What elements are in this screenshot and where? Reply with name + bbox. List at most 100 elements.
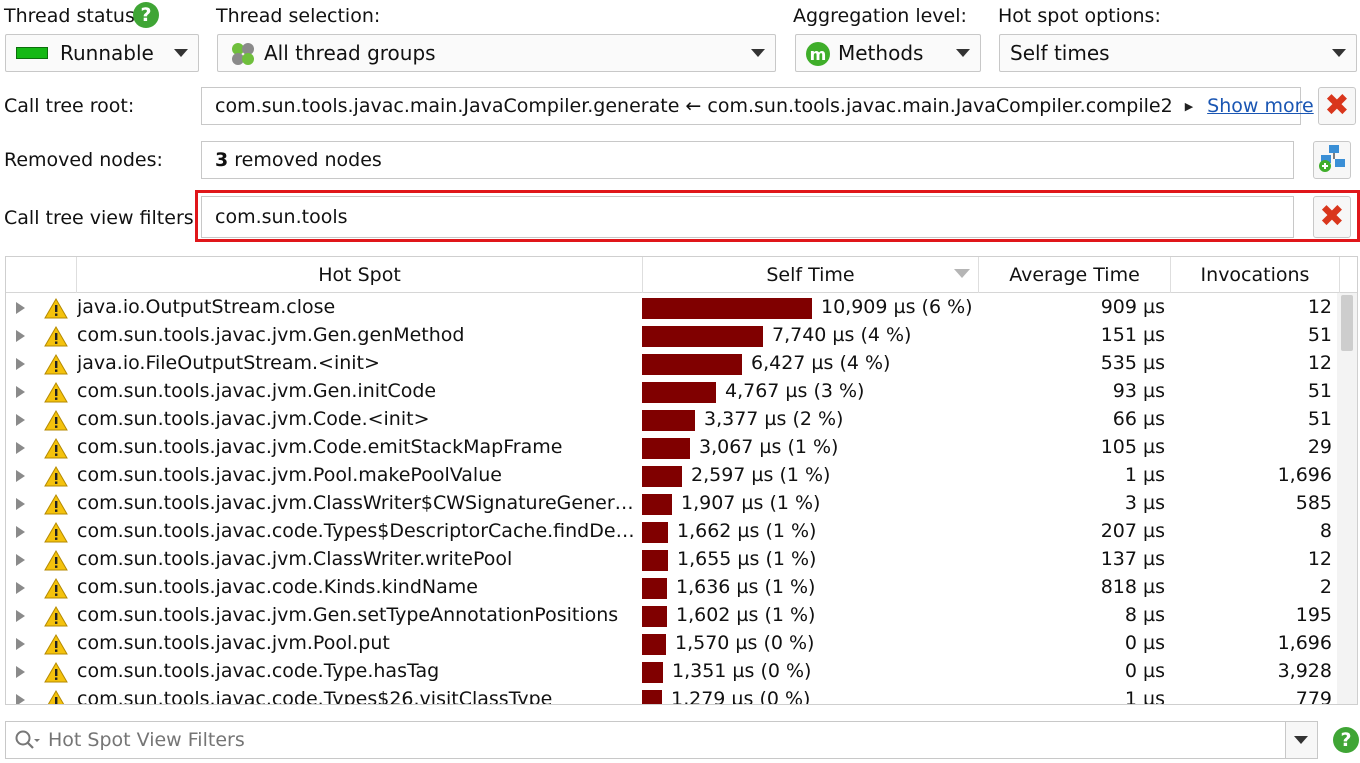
col-self-time-label: Self Time [766, 264, 855, 286]
triangle-right-icon: ▶ [1184, 99, 1194, 113]
expand-arrow-icon[interactable] [16, 666, 25, 678]
expand-arrow-icon[interactable] [16, 694, 25, 704]
average-time-value: 535 µs [1100, 352, 1165, 374]
hotspot-name: com.sun.tools.javac.jvm.Gen.genMethod [77, 324, 465, 346]
clear-view-filters-button[interactable]: ✖ [1313, 196, 1351, 238]
removed-nodes-field: 3 removed nodes [201, 141, 1294, 179]
expand-arrow-icon[interactable] [16, 386, 25, 398]
col-hot-spot[interactable]: Hot Spot [76, 257, 642, 293]
edit-removed-nodes-button[interactable] [1313, 141, 1351, 179]
warning-icon [44, 634, 68, 660]
col-average-time[interactable]: Average Time [978, 257, 1170, 293]
self-time-value: 1,907 µs (1 %) [681, 492, 821, 514]
hotspot-name: java.io.OutputStream.close [77, 296, 336, 318]
table-row[interactable]: com.sun.tools.javac.jvm.Code.emitStackMa… [6, 434, 1339, 462]
invocations-value: 585 [1295, 492, 1332, 514]
average-time-value: 909 µs [1100, 296, 1165, 318]
expand-arrow-icon[interactable] [16, 554, 25, 566]
invocations-value: 12 [1307, 548, 1332, 570]
removed-nodes-text: removed nodes [234, 149, 382, 171]
average-time-value: 105 µs [1100, 436, 1165, 458]
chevron-down-icon [956, 49, 970, 57]
average-time-value: 3 µs [1124, 492, 1165, 514]
header-spacer [1339, 257, 1357, 293]
filter-help-icon[interactable]: ? [1333, 727, 1359, 753]
hotspot-name: com.sun.tools.javac.code.Type.hasTag [77, 660, 440, 682]
self-time-value: 3,067 µs (1 %) [699, 436, 839, 458]
table-row[interactable]: com.sun.tools.javac.jvm.Pool.makePoolVal… [6, 462, 1339, 490]
hotspot-options-dropdown[interactable]: Self times [999, 34, 1357, 72]
expand-arrow-icon[interactable] [16, 358, 25, 370]
self-time-value: 10,909 µs (6 %) [821, 296, 973, 318]
average-time-value: 207 µs [1100, 520, 1165, 542]
invocations-value: 12 [1307, 296, 1332, 318]
warning-icon [44, 438, 68, 464]
warning-icon [44, 466, 68, 492]
vertical-scrollbar[interactable] [1337, 293, 1357, 704]
table-row[interactable]: com.sun.tools.javac.jvm.Gen.setTypeAnnot… [6, 602, 1339, 630]
table-row[interactable]: com.sun.tools.javac.jvm.Pool.put 1,570 µs… [6, 630, 1339, 658]
table-row[interactable]: com.sun.tools.javac.code.Kinds.kindName 1… [6, 574, 1339, 602]
hotspot-name: com.sun.tools.javac.jvm.Code.<init> [77, 408, 430, 430]
add-removed-nodes-icon [1317, 143, 1347, 178]
expand-arrow-icon[interactable] [16, 638, 25, 650]
thread-selection-dropdown[interactable]: All thread groups [217, 34, 776, 72]
expand-arrow-icon[interactable] [16, 442, 25, 454]
table-row[interactable]: com.sun.tools.javac.code.Type.hasTag 1,35… [6, 658, 1339, 686]
self-time-bar [642, 606, 667, 627]
thread-selection-label: Thread selection: [216, 5, 381, 27]
table-row[interactable]: com.sun.tools.javac.jvm.Code.<init> 3,377… [6, 406, 1339, 434]
average-time-value: 8 µs [1124, 604, 1165, 626]
clear-call-tree-root-button[interactable]: ✖ [1318, 87, 1356, 125]
table-row[interactable]: com.sun.tools.javac.jvm.Gen.initCode 4,76… [6, 378, 1339, 406]
removed-nodes-count: 3 [215, 149, 229, 171]
invocations-value: 12 [1307, 352, 1332, 374]
self-time-value: 3,377 µs (2 %) [704, 408, 844, 430]
expand-arrow-icon[interactable] [16, 498, 25, 510]
thread-status-dropdown[interactable]: Runnable [5, 34, 199, 72]
expand-arrow-icon[interactable] [16, 414, 25, 426]
table-row[interactable]: com.sun.tools.javac.jvm.Gen.genMethod 7,7… [6, 322, 1339, 350]
hotspot-name: com.sun.tools.javac.jvm.Code.emitStackMa… [77, 436, 563, 458]
self-time-bar [642, 690, 662, 704]
hotspot-view-filter-input[interactable] [46, 726, 1276, 754]
expand-arrow-icon[interactable] [16, 470, 25, 482]
expand-arrow-icon[interactable] [16, 302, 25, 314]
invocations-value: 3,928 [1277, 660, 1332, 682]
self-time-value: 1,655 µs (1 %) [677, 548, 817, 570]
warning-icon [44, 690, 68, 704]
expand-arrow-icon[interactable] [16, 582, 25, 594]
methods-icon: m [806, 42, 830, 66]
table-row[interactable]: java.io.FileOutputStream.<init> 6,427 µs … [6, 350, 1339, 378]
expand-arrow-icon[interactable] [16, 526, 25, 538]
aggregation-level-dropdown[interactable]: m Methods [795, 34, 981, 72]
expand-arrow-icon[interactable] [16, 610, 25, 622]
average-time-value: 137 µs [1100, 548, 1165, 570]
invocations-value: 779 [1295, 688, 1332, 705]
call-tree-root-value: com.sun.tools.javac.main.JavaCompiler.ge… [215, 95, 1173, 117]
self-time-bar [642, 466, 682, 487]
expand-arrow-icon[interactable] [16, 330, 25, 342]
self-time-bar [642, 634, 666, 655]
call-tree-root-label: Call tree root: [4, 95, 135, 117]
table-row[interactable]: com.sun.tools.javac.code.Types$26.visitC… [6, 686, 1339, 705]
table-row[interactable]: com.sun.tools.javac.jvm.ClassWriter.writ… [6, 546, 1339, 574]
hotspot-options-label: Hot spot options: [998, 5, 1161, 27]
show-more-link[interactable]: Show more [1207, 95, 1314, 117]
scrollbar-thumb[interactable] [1341, 295, 1353, 351]
self-time-bar [642, 382, 716, 403]
table-row[interactable]: com.sun.tools.javac.jvm.ClassWriter$CWSi… [6, 490, 1339, 518]
help-icon[interactable]: ? [133, 2, 159, 28]
filter-dropdown-button[interactable] [1285, 722, 1317, 758]
self-time-bar [642, 662, 663, 683]
self-time-bar [642, 438, 690, 459]
average-time-value: 0 µs [1124, 660, 1165, 682]
col-invocations[interactable]: Invocations [1170, 257, 1339, 293]
hotspot-name: com.sun.tools.javac.jvm.ClassWriter.writ… [77, 548, 513, 570]
warning-icon [44, 606, 68, 632]
table-row[interactable]: java.io.OutputStream.close 10,909 µs (6 %… [6, 294, 1339, 322]
table-row[interactable]: com.sun.tools.javac.code.Types$Descripto… [6, 518, 1339, 546]
view-filters-input[interactable]: com.sun.tools [201, 196, 1294, 238]
hotspot-name: com.sun.tools.javac.code.Types$Descripto… [77, 520, 639, 542]
col-self-time[interactable]: Self Time [642, 257, 978, 293]
